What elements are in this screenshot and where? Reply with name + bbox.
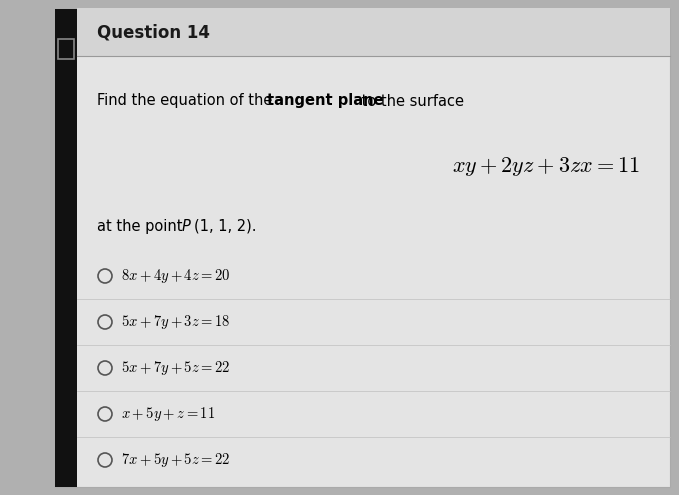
Bar — [55, 9, 77, 487]
Text: $7x + 5y + 5z = 22$: $7x + 5y + 5z = 22$ — [121, 451, 230, 469]
Bar — [77, 8, 670, 56]
Text: $5x + 7y + 3z = 18$: $5x + 7y + 3z = 18$ — [121, 313, 230, 331]
Text: $x + 5y + z = 11$: $x + 5y + z = 11$ — [121, 405, 215, 423]
Text: $\mathit{P}$: $\mathit{P}$ — [181, 218, 191, 234]
Text: $xy + 2yz + 3zx = 11$: $xy + 2yz + 3zx = 11$ — [452, 154, 640, 178]
Text: tangent plane: tangent plane — [267, 94, 384, 108]
Text: Question 14: Question 14 — [97, 23, 210, 41]
Text: $8x + 4y + 4z = 20$: $8x + 4y + 4z = 20$ — [121, 267, 231, 285]
Text: at the point: at the point — [97, 218, 187, 234]
FancyBboxPatch shape — [58, 39, 74, 59]
Text: to the surface: to the surface — [357, 94, 464, 108]
Text: $5x + 7y + 5z = 22$: $5x + 7y + 5z = 22$ — [121, 359, 230, 377]
Text: Find the equation of the: Find the equation of the — [97, 94, 277, 108]
Text: (1, 1, 2).: (1, 1, 2). — [194, 218, 257, 234]
